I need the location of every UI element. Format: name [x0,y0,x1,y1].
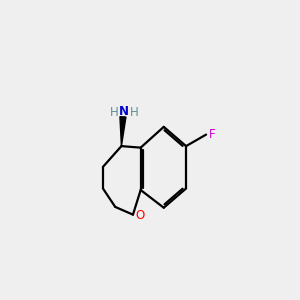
Text: N: N [119,105,129,118]
Text: H: H [110,106,118,119]
Polygon shape [120,117,126,146]
Text: F: F [209,128,216,141]
Text: O: O [136,209,145,222]
Text: H: H [130,106,138,119]
